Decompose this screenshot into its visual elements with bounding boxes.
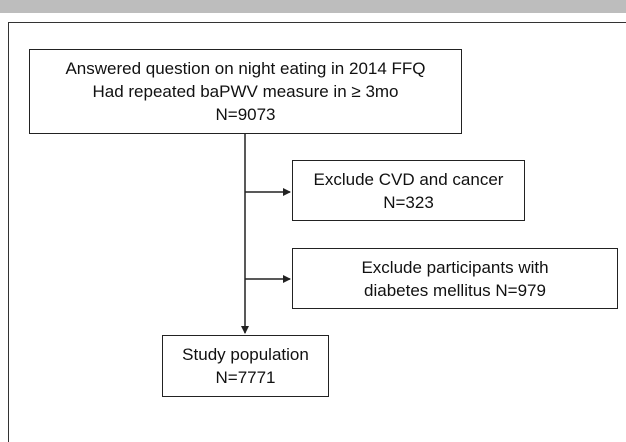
exclude-cvd-cancer-box: Exclude CVD and cancer N=323 — [292, 160, 525, 221]
study-population-count: N=7771 — [215, 368, 276, 387]
initial-cohort-line-1: Answered question on night eating in 201… — [65, 59, 426, 78]
initial-cohort-count: N=9073 — [215, 105, 276, 124]
figure-frame — [8, 22, 626, 442]
initial-cohort-box: Answered question on night eating in 201… — [29, 49, 462, 134]
study-population-box: Study population N=7771 — [162, 335, 329, 397]
header-bar — [0, 0, 626, 13]
initial-cohort-line-2: Had repeated baPWV measure in ≥ 3mo — [92, 82, 399, 101]
study-population-label: Study population — [182, 345, 309, 364]
exclude-diabetes-line-2: diabetes mellitus N=979 — [364, 280, 546, 300]
exclude-diabetes-line-1: Exclude participants with — [361, 257, 549, 277]
exclude-cvd-cancer-count: N=323 — [383, 192, 434, 212]
exclude-cvd-cancer-label: Exclude CVD and cancer — [313, 169, 504, 189]
exclude-diabetes-box: Exclude participants with diabetes melli… — [292, 248, 618, 309]
